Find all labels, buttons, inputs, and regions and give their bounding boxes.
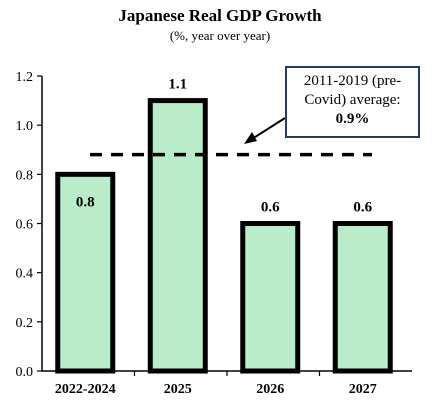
chart-subtitle: (%, year over year) <box>169 28 271 43</box>
data-label: 0.6 <box>261 200 280 216</box>
x-tick-label: 2025 <box>164 382 192 397</box>
bar <box>240 221 301 374</box>
y-tick-label: 1.0 <box>16 119 34 134</box>
annotation-line-2: Covid) average: <box>304 92 401 108</box>
average-annotation-box: 2011-2019 (pre- Covid) average: 0.9% <box>285 66 420 138</box>
x-tick-label: 2022-2024 <box>55 382 116 397</box>
y-tick-label: 0.8 <box>16 168 34 183</box>
y-tick-label: 0.6 <box>16 218 34 233</box>
chart-title: Japanese Real GDP Growth <box>118 6 322 25</box>
y-tick-label: 0.4 <box>16 267 34 282</box>
x-tick-label: 2027 <box>349 382 377 397</box>
data-label: 1.1 <box>168 77 187 93</box>
annotation-arrowhead <box>244 132 257 144</box>
annotation-arrow <box>251 117 286 140</box>
y-tick-label: 0.0 <box>16 365 34 380</box>
data-label: 0.8 <box>76 194 95 210</box>
annotation-line-1: 2011-2019 (pre- <box>303 73 402 89</box>
y-tick-label: 0.2 <box>16 316 34 331</box>
x-tick-label: 2026 <box>256 382 284 397</box>
y-tick-label: 1.2 <box>16 70 34 85</box>
bar <box>332 221 393 374</box>
bar <box>55 171 116 374</box>
annotation-value: 0.9% <box>335 111 370 127</box>
data-label: 0.6 <box>353 200 372 216</box>
bar <box>147 98 208 374</box>
